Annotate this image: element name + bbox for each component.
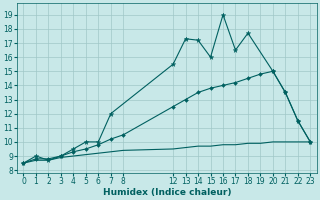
X-axis label: Humidex (Indice chaleur): Humidex (Indice chaleur) <box>103 188 231 197</box>
